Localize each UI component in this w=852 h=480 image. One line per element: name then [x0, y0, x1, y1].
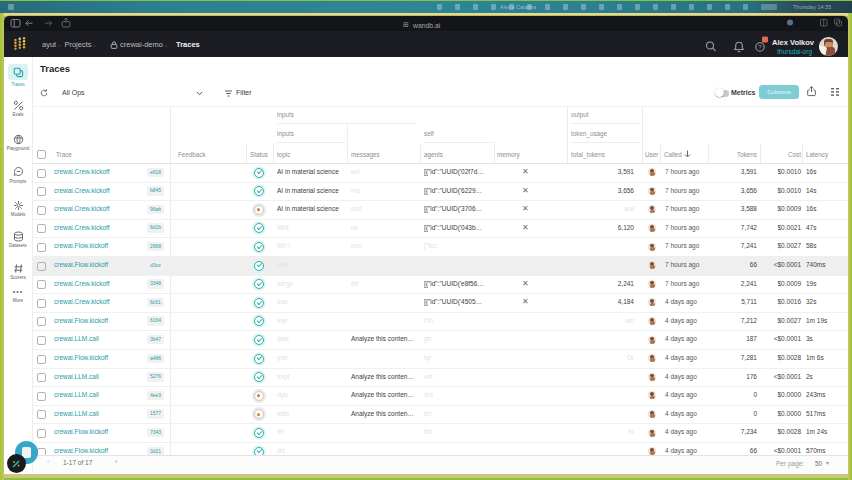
- svg-text:?: ?: [758, 44, 762, 50]
